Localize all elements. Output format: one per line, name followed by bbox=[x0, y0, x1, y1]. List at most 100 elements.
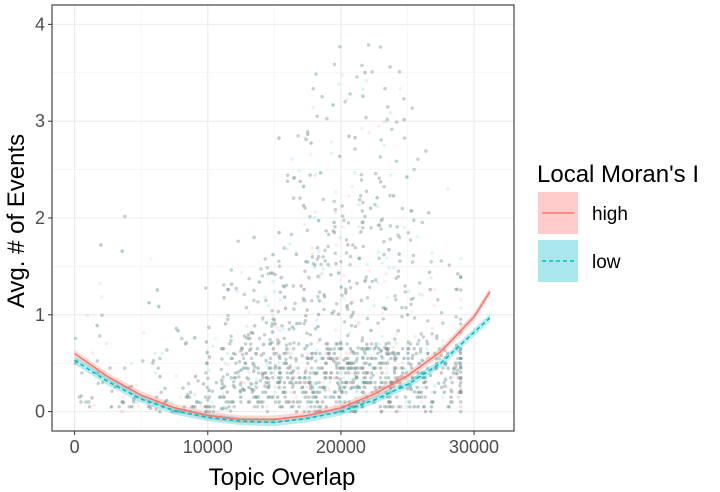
scatter-point bbox=[219, 407, 223, 411]
scatter-point bbox=[419, 371, 424, 375]
scatter-point bbox=[255, 347, 260, 351]
scatter-point bbox=[362, 366, 366, 370]
scatter-point bbox=[306, 260, 310, 264]
scatter-point bbox=[351, 310, 355, 315]
scatter-point bbox=[326, 262, 330, 266]
scatter-point bbox=[331, 359, 336, 363]
scatter-point bbox=[312, 371, 316, 375]
scatter-point bbox=[344, 351, 348, 356]
scatter-point bbox=[363, 278, 368, 282]
scatter-point bbox=[394, 159, 399, 163]
scatter-point bbox=[282, 285, 286, 289]
scatter-point bbox=[282, 246, 286, 250]
scatter-point bbox=[364, 115, 368, 120]
scatter-point bbox=[268, 338, 272, 342]
scatter-point bbox=[353, 171, 357, 175]
scatter-point bbox=[79, 394, 83, 398]
scatter-point bbox=[338, 366, 343, 370]
scatter-point bbox=[276, 309, 280, 314]
scatter-point bbox=[98, 281, 102, 286]
scatter-point bbox=[317, 275, 321, 280]
scatter-point bbox=[305, 395, 309, 399]
scatter-point bbox=[260, 318, 264, 322]
scatter-point bbox=[394, 366, 398, 370]
scatter-point bbox=[97, 334, 102, 338]
scatter-point bbox=[95, 323, 99, 328]
scatter-point bbox=[129, 384, 134, 388]
scatter-point bbox=[316, 274, 320, 278]
scatter-point bbox=[278, 356, 282, 361]
scatter-point bbox=[411, 253, 416, 258]
scatter-point bbox=[378, 45, 383, 49]
scatter-point bbox=[286, 400, 290, 404]
scatter-point bbox=[247, 371, 251, 375]
scatter-point bbox=[206, 376, 210, 380]
scatter-point bbox=[406, 289, 411, 293]
scatter-point bbox=[355, 281, 359, 285]
scatter-point bbox=[230, 400, 234, 404]
scatter-point bbox=[363, 376, 368, 380]
scatter-point bbox=[314, 72, 318, 76]
scatter-point bbox=[342, 366, 346, 370]
scatter-point bbox=[307, 395, 311, 399]
scatter-point bbox=[404, 371, 409, 375]
scatter-point bbox=[368, 206, 373, 210]
scatter-point bbox=[318, 338, 322, 342]
scatter-point bbox=[317, 290, 322, 294]
scatter-point bbox=[419, 347, 423, 351]
scatter-point bbox=[291, 405, 295, 409]
scatter-point bbox=[418, 292, 422, 296]
scatter-point bbox=[268, 361, 272, 365]
scatter-point bbox=[374, 345, 378, 349]
scatter-point bbox=[225, 390, 230, 394]
scatter-point bbox=[352, 366, 357, 370]
scatter-point bbox=[391, 194, 396, 198]
scatter-point bbox=[285, 366, 290, 370]
scatter-point bbox=[418, 351, 422, 356]
scatter-point bbox=[147, 301, 151, 305]
scatter-point bbox=[314, 351, 318, 356]
scatter-point bbox=[332, 62, 337, 67]
scatter-point bbox=[281, 284, 285, 288]
scatter-point bbox=[354, 374, 358, 379]
scatter-point bbox=[431, 400, 435, 404]
scatter-point bbox=[259, 267, 263, 271]
scatter-point bbox=[287, 327, 291, 331]
scatter-point bbox=[397, 252, 401, 256]
scatter-point bbox=[249, 347, 253, 351]
scatter-point bbox=[333, 208, 338, 212]
scatter-point bbox=[281, 390, 285, 394]
scatter-point bbox=[366, 371, 370, 375]
scatter-point bbox=[283, 306, 288, 311]
scatter-point bbox=[120, 249, 124, 253]
scatter-point bbox=[347, 400, 351, 404]
scatter-point bbox=[340, 390, 344, 394]
scatter-point bbox=[403, 290, 408, 294]
scatter-point bbox=[342, 385, 346, 390]
scatter-point bbox=[282, 295, 287, 299]
scatter-point bbox=[324, 405, 328, 409]
scatter-point bbox=[314, 351, 318, 356]
scatter-point bbox=[382, 240, 386, 244]
scatter-point bbox=[227, 405, 231, 409]
scatter-point bbox=[333, 225, 337, 229]
scatter-point bbox=[372, 347, 376, 351]
scatter-point bbox=[365, 316, 370, 321]
scatter-point bbox=[303, 347, 307, 351]
scatter-point bbox=[359, 298, 364, 303]
scatter-point bbox=[207, 388, 211, 393]
scatter-point bbox=[292, 390, 296, 394]
scatter-point bbox=[405, 175, 409, 179]
scatter-point bbox=[254, 385, 258, 390]
scatter-point bbox=[79, 400, 83, 404]
scatter-point bbox=[310, 351, 315, 356]
scatter-point bbox=[452, 367, 457, 371]
scatter-point bbox=[358, 366, 362, 370]
scatter-point bbox=[130, 405, 134, 409]
scatter-point bbox=[270, 271, 275, 275]
scatter-point bbox=[449, 400, 453, 404]
scatter-point bbox=[340, 371, 344, 375]
scatter-point bbox=[243, 361, 247, 365]
scatter-point bbox=[458, 349, 462, 354]
scatter-point bbox=[100, 313, 104, 317]
